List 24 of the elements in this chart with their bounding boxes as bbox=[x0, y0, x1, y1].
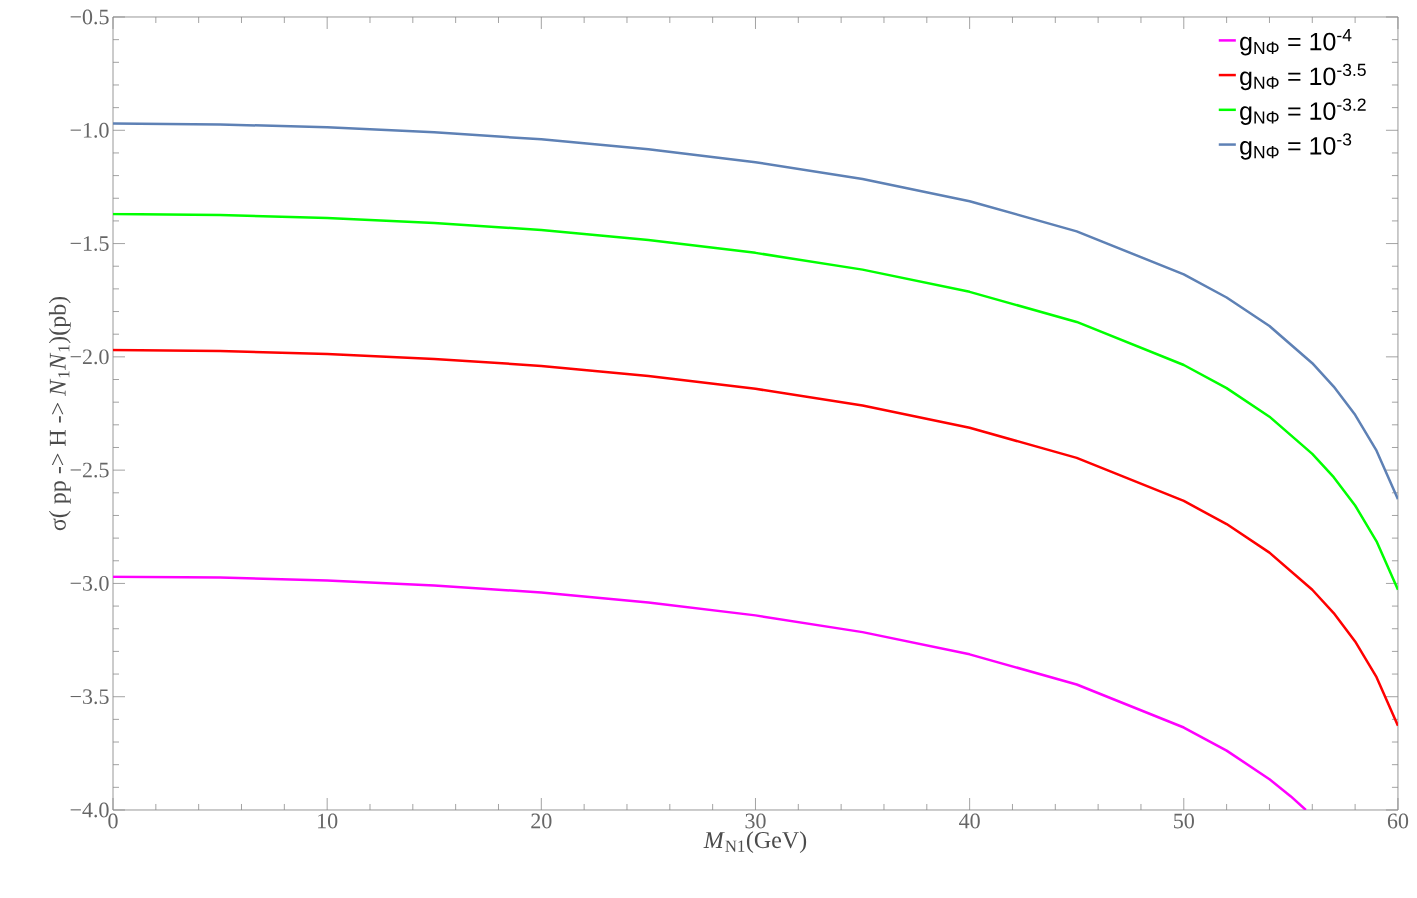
legend-label: g$_{NΦ}$ = 10$^{-3.5}$ bbox=[1240, 63, 1366, 91]
line-series bbox=[113, 348, 1398, 727]
y-tick-label: −2.0 bbox=[70, 349, 109, 365]
legend-label: g$_{NΦ}$ = 10$^{-3.2}$ bbox=[1240, 98, 1366, 125]
x-tick-label: 30 bbox=[745, 813, 766, 829]
y-tick-label: −4.0 bbox=[70, 802, 109, 818]
y-tick-label: −1.0 bbox=[70, 122, 109, 138]
y-tick-label: −0.5 bbox=[70, 9, 109, 25]
y-tick-label: −3.5 bbox=[70, 689, 109, 705]
x-tick-label: 40 bbox=[959, 813, 980, 829]
y-axis-title: σ( pp -> H -> N$_{1}$N$_{1}$)(pb) bbox=[48, 296, 71, 531]
x-tick-label: 0 bbox=[108, 813, 118, 829]
x-axis-title: M$_{N1}$(GeV) bbox=[703, 831, 807, 854]
x-tick-label: 50 bbox=[1174, 813, 1194, 829]
line-series bbox=[113, 575, 1308, 810]
y-tick-label: −1.5 bbox=[70, 236, 109, 251]
y-tick-label: −2.5 bbox=[70, 462, 109, 478]
legend-label: g$_{NΦ}$ = 10$^{-3}$ bbox=[1240, 133, 1352, 160]
legend-label: g$_{NΦ}$ = 10$^{-4}$ bbox=[1240, 29, 1352, 56]
x-tick-label: 60 bbox=[1387, 813, 1409, 829]
y-tick-label: −3.0 bbox=[70, 575, 109, 591]
line-series bbox=[113, 212, 1398, 592]
x-tick-label: 10 bbox=[318, 813, 338, 829]
x-tick-label: 20 bbox=[531, 813, 552, 829]
